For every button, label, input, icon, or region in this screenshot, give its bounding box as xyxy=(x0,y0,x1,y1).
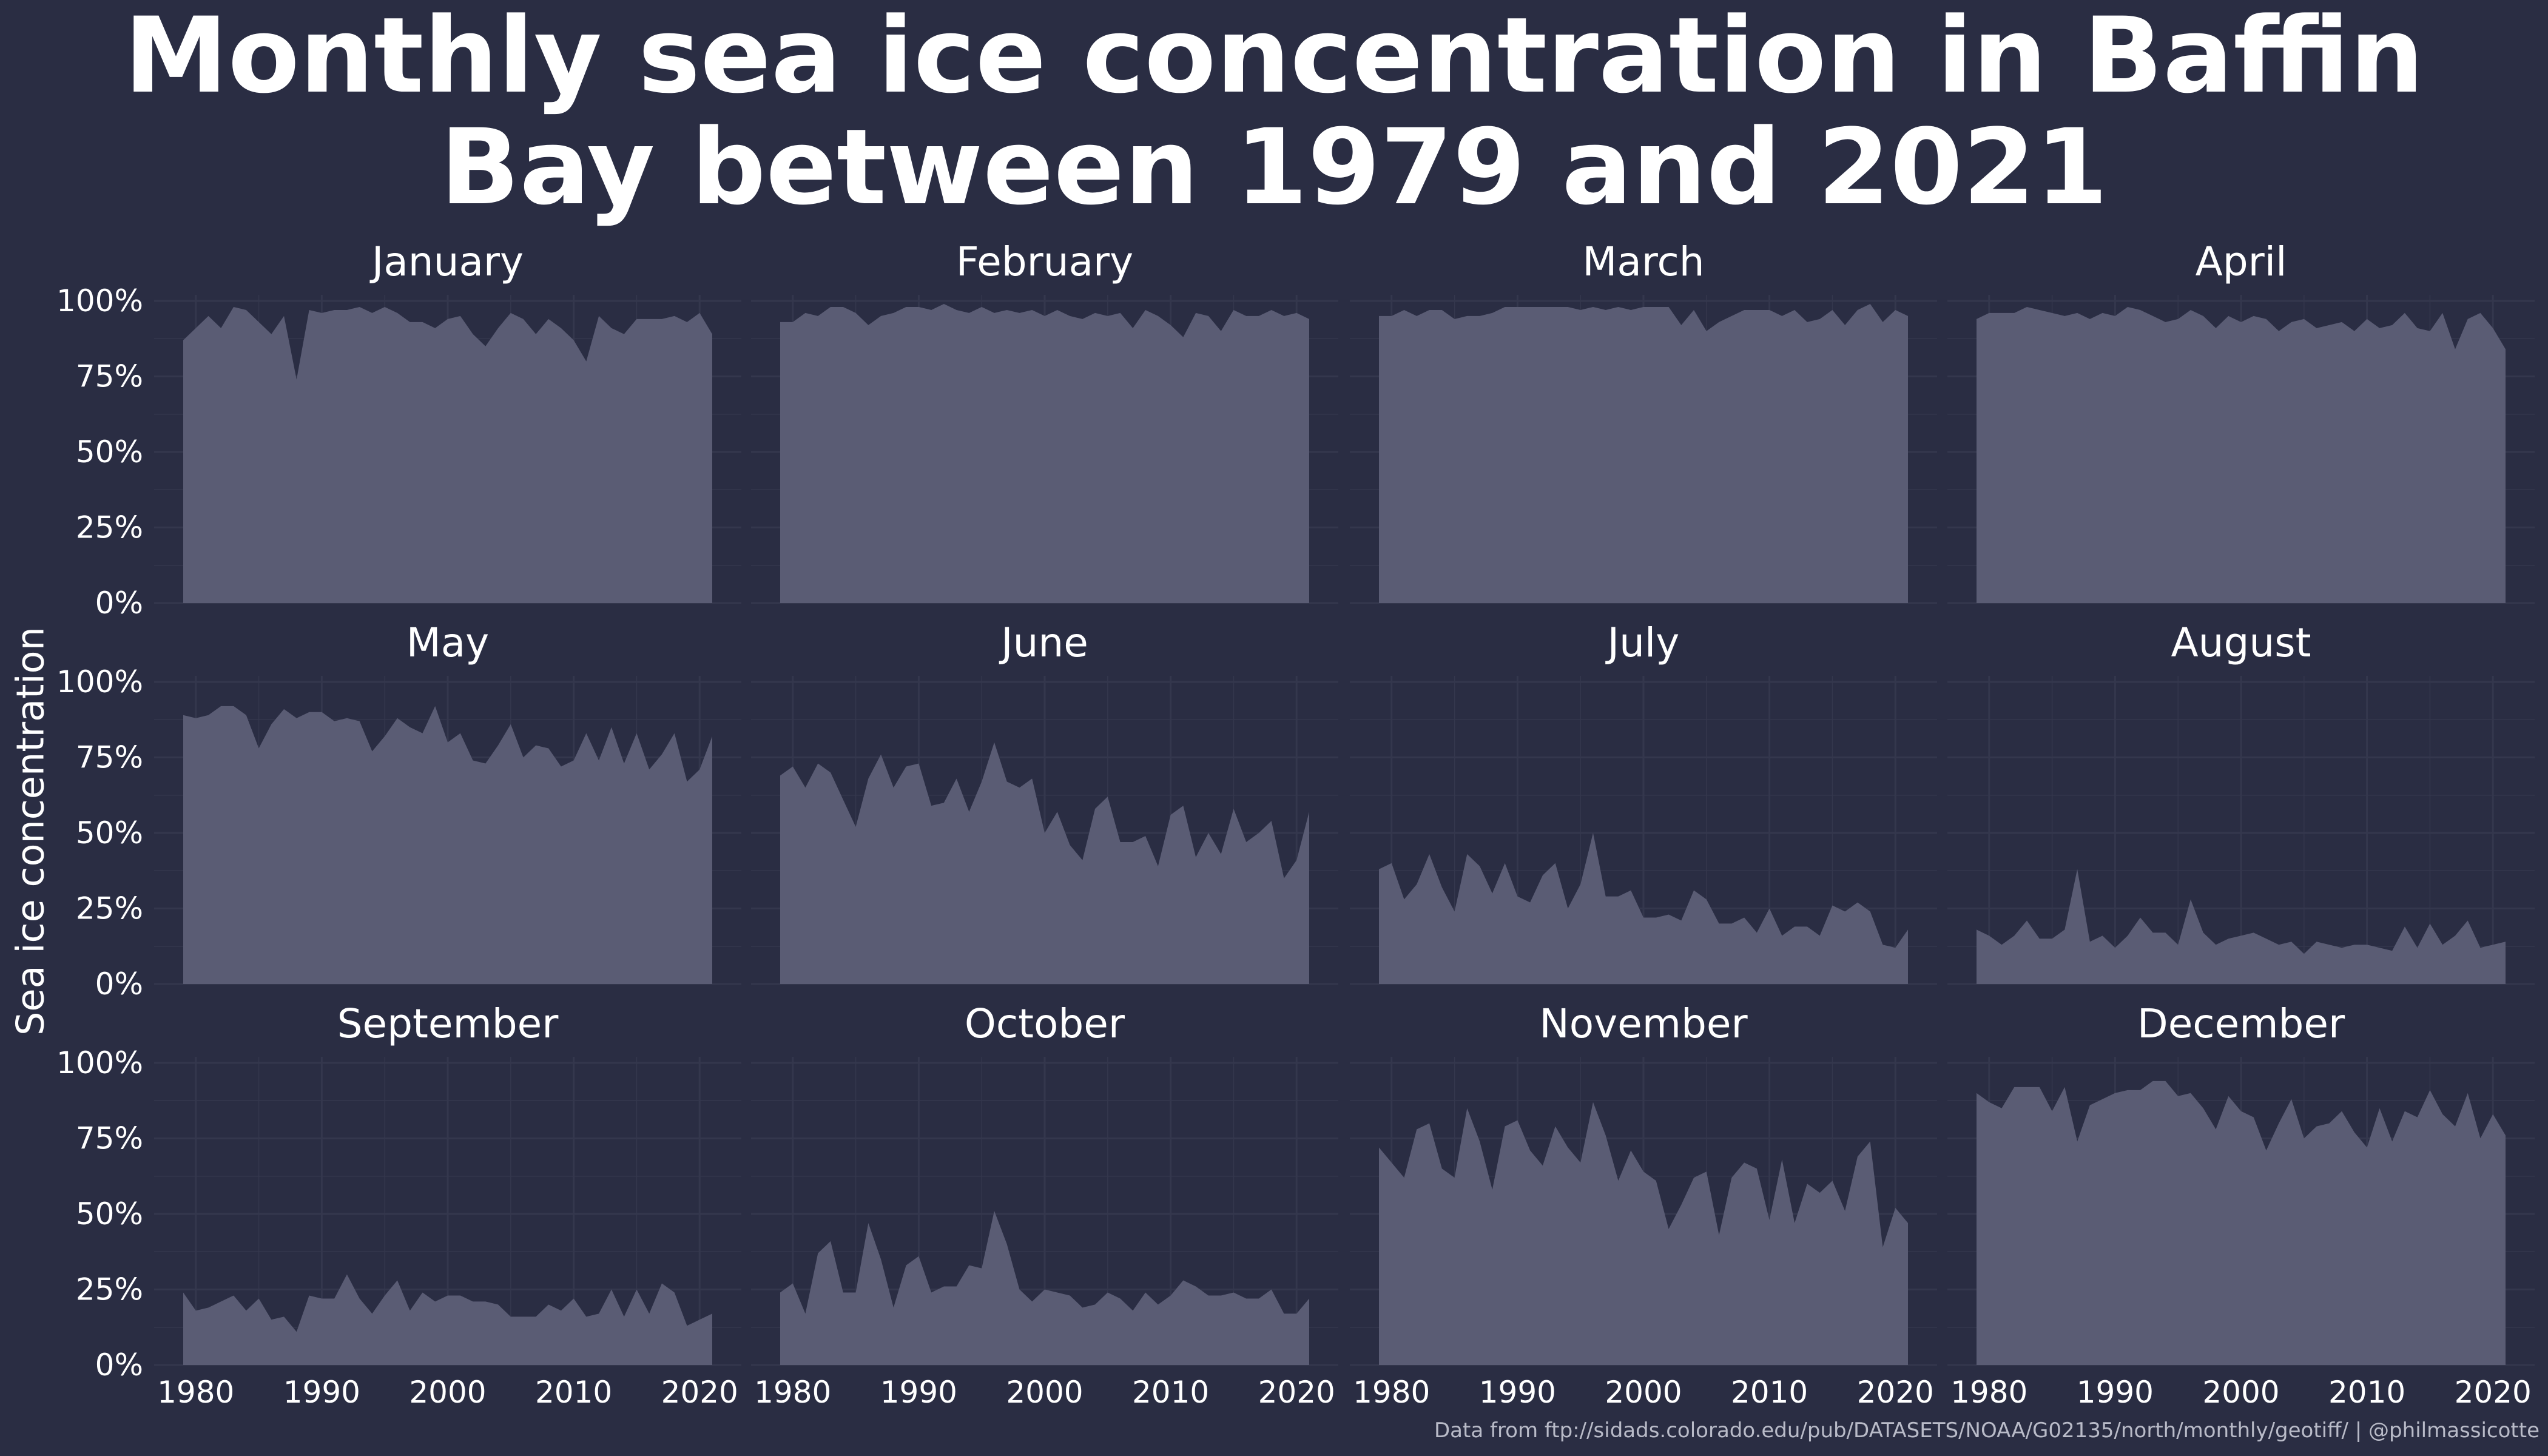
y-tick-label: 50% xyxy=(76,1196,143,1232)
y-tick-label: 100% xyxy=(56,664,143,699)
area-series-march xyxy=(1379,303,1908,603)
y-tick-label: 75% xyxy=(76,1121,143,1156)
area-series-september xyxy=(183,1274,712,1365)
x-tick-label: 2010 xyxy=(2328,1375,2405,1410)
x-tick-label: 2000 xyxy=(409,1375,486,1410)
x-tick-label: 2010 xyxy=(535,1375,612,1410)
x-tick-label: 2020 xyxy=(661,1375,738,1410)
y-tick-label: 25% xyxy=(76,1272,143,1307)
facet-title-june: June xyxy=(999,619,1088,666)
facet-title-march: March xyxy=(1582,238,1704,285)
area-series-may xyxy=(183,706,712,984)
facet-title-november: November xyxy=(1539,1000,1748,1047)
y-axis-label: Sea ice concentration xyxy=(8,627,53,1036)
x-tick-label: 1980 xyxy=(157,1375,234,1410)
x-tick-label: 2020 xyxy=(2455,1375,2532,1410)
facet-november: November 1980 1990 2000 2010 2020 xyxy=(1350,1000,1937,1410)
area-series-january xyxy=(183,306,712,603)
facet-march: March xyxy=(1350,238,1937,604)
area-series-april xyxy=(1977,306,2506,603)
x-tick-label: 2000 xyxy=(1605,1375,1682,1410)
area-series-november xyxy=(1379,1102,1908,1365)
facet-title-january: January xyxy=(369,238,524,285)
facet-december: December 1980 1990 2000 2010 2020 xyxy=(1947,1000,2535,1410)
facet-title-july: July xyxy=(1605,619,1680,666)
chart-title: Monthly sea ice concentration in Baffin … xyxy=(0,0,2548,223)
y-tick-label: 50% xyxy=(76,815,143,851)
area-series-june xyxy=(780,742,1309,984)
y-tick-label: 50% xyxy=(76,434,143,470)
y-tick-label: 0% xyxy=(95,966,143,1002)
facet-title-august: August xyxy=(2171,619,2311,666)
facet-january: January 0% 25% 50% 75% 100% xyxy=(56,238,741,621)
x-tick-label: 1990 xyxy=(880,1375,957,1410)
area-series-february xyxy=(780,303,1309,603)
x-tick-label: 1980 xyxy=(754,1375,831,1410)
x-tick-label: 1990 xyxy=(283,1375,360,1410)
area-series-december xyxy=(1977,1080,2506,1365)
x-tick-label: 1980 xyxy=(1353,1375,1430,1410)
facet-april: April xyxy=(1947,238,2535,604)
x-tick-label: 2010 xyxy=(1132,1375,1209,1410)
x-tick-label: 1990 xyxy=(1479,1375,1556,1410)
facet-title-december: December xyxy=(2137,1000,2345,1047)
x-tick-label: 2010 xyxy=(1731,1375,1808,1410)
facet-june: June xyxy=(751,619,1338,985)
y-tick-label: 100% xyxy=(56,283,143,318)
y-tick-label: 75% xyxy=(76,740,143,775)
y-tick-label: 25% xyxy=(76,891,143,926)
data-source-caption: Data from ftp://sidads.colorado.edu/pub/… xyxy=(1434,1418,2540,1443)
facet-title-september: September xyxy=(337,1000,559,1047)
facet-title-february: February xyxy=(956,238,1133,285)
y-tick-label: 100% xyxy=(56,1045,143,1080)
facet-august: August xyxy=(1947,619,2535,985)
area-series-august xyxy=(1977,869,2506,984)
area-series-october xyxy=(780,1211,1309,1365)
y-tick-label: 25% xyxy=(76,510,143,545)
facet-july: July xyxy=(1350,619,1937,985)
y-tick-label: 75% xyxy=(76,359,143,394)
chart-title-line-2: Bay between 1979 and 2021 xyxy=(440,106,2108,228)
facet-february: February xyxy=(751,238,1338,604)
facet-title-october: October xyxy=(965,1000,1125,1047)
y-tick-label: 0% xyxy=(95,1347,143,1383)
x-tick-label: 2020 xyxy=(1258,1375,1335,1410)
facet-october: October 1980 1990 2000 2010 2020 xyxy=(751,1000,1338,1410)
facet-title-april: April xyxy=(2196,238,2287,285)
y-tick-label: 0% xyxy=(95,585,143,621)
area-series-july xyxy=(1379,833,1908,984)
facet-september: September 0% 25% 50% 75% 100% 1980 1990 2000 2010… xyxy=(56,1000,741,1410)
facet-title-may: May xyxy=(406,619,489,666)
x-tick-label: 1990 xyxy=(2077,1375,2154,1410)
chart-title-line-1: Monthly sea ice concentration in Baffin xyxy=(124,0,2424,116)
x-tick-label: 2020 xyxy=(1857,1375,1934,1410)
x-tick-label: 2000 xyxy=(1006,1375,1083,1410)
x-tick-label: 1980 xyxy=(1950,1375,2027,1410)
facet-may: May 0% 25% 50% 75% 100% xyxy=(56,619,741,1002)
x-tick-label: 2000 xyxy=(2202,1375,2279,1410)
